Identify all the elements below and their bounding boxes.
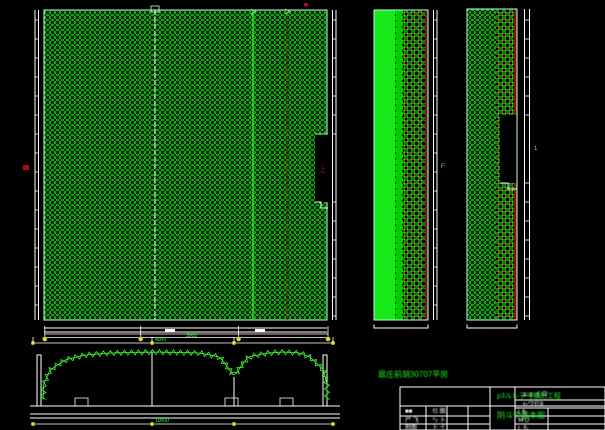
svg-text:L も: L も bbox=[518, 425, 529, 430]
svg-text:ゎワ仨8: ゎワ仨8 bbox=[522, 400, 544, 408]
svg-text:ょょ くロ: ょょ くロ bbox=[522, 391, 548, 398]
svg-text:■■: ■■ bbox=[405, 409, 413, 415]
svg-text:ＭＵ: ＭＵ bbox=[518, 417, 530, 424]
svg-text:ㄣ 卜: ㄣ 卜 bbox=[432, 417, 446, 424]
svg-text:卜 イ: 卜 イ bbox=[432, 424, 446, 430]
svg-text:乜 图: 乜 图 bbox=[432, 407, 446, 415]
svg-text:Lも: Lも bbox=[518, 409, 527, 416]
svg-text:扈庄前胡30707平房: 扈庄前胡30707平房 bbox=[378, 369, 448, 379]
svg-text:制图: 制图 bbox=[405, 423, 417, 430]
svg-text:尸 飞: 尸 飞 bbox=[405, 417, 419, 424]
